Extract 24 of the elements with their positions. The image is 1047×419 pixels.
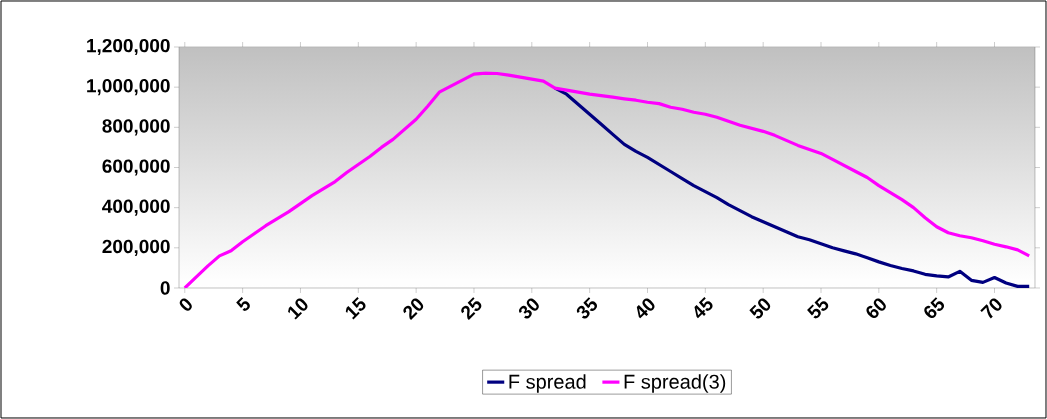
x-tick-label: 65 (924, 297, 945, 319)
x-tick-label: 25 (461, 297, 482, 320)
x-tick-label: 55 (807, 297, 829, 319)
x-tick-label: 35 (576, 297, 597, 319)
x-tick-label: 10 (288, 298, 308, 320)
legend-label: F spread(3) (624, 374, 726, 393)
y-tick-label: 600,000 (102, 159, 170, 176)
y-tick-label: 1,000,000 (87, 79, 170, 96)
y-tick-label: 800,000 (102, 119, 170, 136)
x-tick-label: 50 (749, 298, 771, 319)
y-tick-label: 200,000 (102, 239, 170, 256)
x-tick-label: 45 (694, 297, 713, 319)
y-tick-label: 1,200,000 (87, 38, 170, 56)
legend-label: F spread (509, 374, 586, 393)
x-tick-label: 20 (403, 298, 424, 320)
x-tick-label: 5 (236, 297, 250, 311)
x-tick-label: 30 (518, 298, 539, 319)
x-tick-label: 15 (345, 297, 366, 320)
x-tick-label: 0 (179, 298, 192, 311)
x-tick-label: 40 (636, 298, 655, 319)
x-tick-label: 70 (980, 298, 1002, 319)
y-tick-label: 400,000 (102, 199, 170, 216)
x-tick-label: 60 (866, 298, 886, 319)
y-tick-label: 0 (160, 281, 170, 295)
